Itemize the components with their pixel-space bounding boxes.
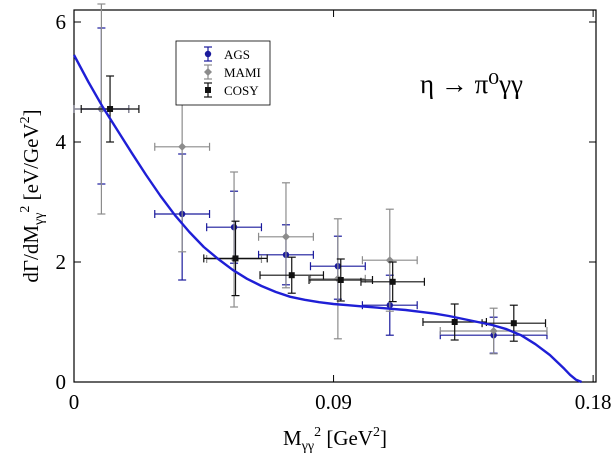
plot-frame (73, 9, 597, 383)
legend-item-cosy: COSY (204, 82, 259, 98)
data-point-mami (489, 327, 498, 335)
data-point-mami (178, 142, 187, 151)
legend-box (175, 40, 271, 106)
legend-label: AGS (224, 47, 250, 62)
error-bar-mami (206, 171, 263, 308)
data-point-cosy (232, 255, 239, 262)
x-tick-label: 0.18 (575, 390, 612, 414)
legend-marker (204, 68, 212, 76)
x-tick-label: 0 (69, 390, 80, 414)
y-axis-label: dΓ/dMγγ2 [eV/GeV2] (18, 109, 47, 282)
data-point-mami (281, 232, 290, 241)
axis-ticks (73, 10, 596, 383)
data-point-cosy (510, 320, 517, 327)
y-tick-label: 0 (56, 370, 67, 394)
annotation-text: η → π⁰γγ (420, 69, 523, 99)
legend-label: MAMI (224, 65, 261, 80)
data-point-cosy (337, 277, 344, 283)
y-tick-label: 6 (56, 10, 67, 34)
x-axis-label: Mγγ2 [GeV2] (283, 425, 387, 454)
legend-marker (204, 50, 212, 58)
legend-marker (205, 87, 211, 93)
legend-item-ags: AGS (204, 46, 250, 62)
legend-label: COSY (224, 83, 259, 98)
legend-item-mami: MAMI (204, 64, 261, 80)
data-point-cosy (107, 106, 114, 112)
theory-curve-group (72, 54, 583, 384)
data-point-cosy (288, 272, 295, 279)
theory-curve (72, 54, 583, 384)
axis-tick-labels: 0 0.09 0.18 0 2 4 6 (56, 10, 612, 414)
x-tick-label: 0.09 (315, 390, 352, 414)
series-cosy (80, 75, 547, 342)
y-tick-label: 2 (56, 250, 67, 274)
data-point-cosy (451, 319, 458, 325)
y-tick-label: 4 (56, 130, 67, 154)
data-point-cosy (389, 278, 396, 285)
legend: AGS MAMI COSY (175, 40, 271, 106)
